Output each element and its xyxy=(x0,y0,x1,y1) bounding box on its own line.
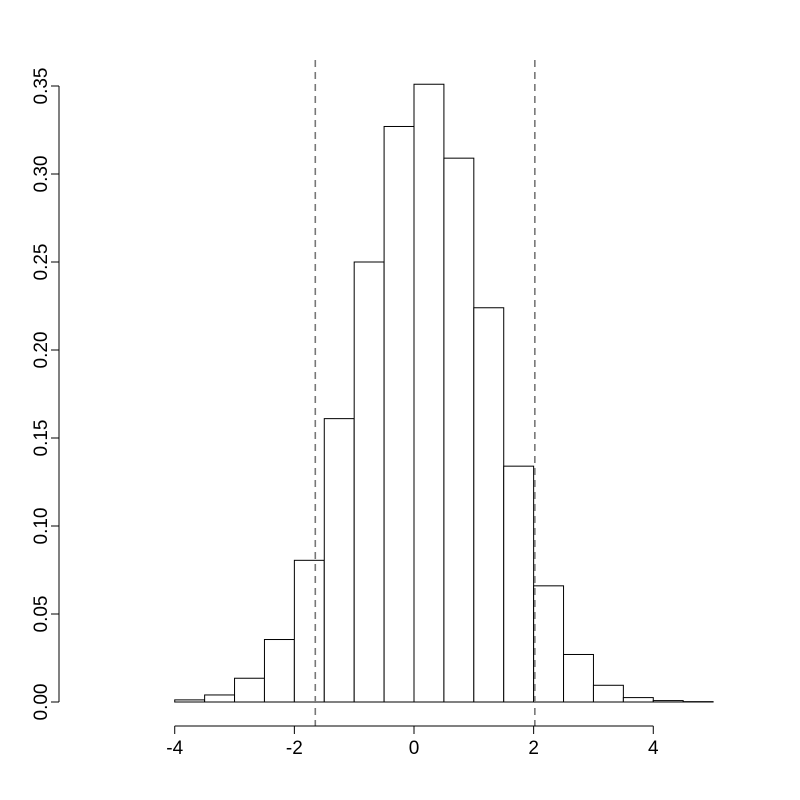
y-tick-label: 0.20 xyxy=(31,332,52,369)
x-tick-label: -2 xyxy=(286,738,303,759)
reference-lines xyxy=(314,60,536,726)
histogram-bar xyxy=(293,559,325,703)
y-tick-label: 0.35 xyxy=(31,68,52,105)
y-tick-label: 0.30 xyxy=(31,156,52,193)
y-tick-label: 0.00 xyxy=(31,684,52,721)
histogram-bar xyxy=(473,307,505,703)
x-tick-label: 4 xyxy=(648,738,659,759)
histogram-bar xyxy=(204,694,236,703)
x-tick-label: 2 xyxy=(528,738,539,759)
histogram-bar xyxy=(323,418,355,703)
histogram-bars xyxy=(174,83,714,703)
y-tick-label: 0.25 xyxy=(31,244,52,281)
x-tick-label: 0 xyxy=(409,738,420,759)
histogram-bar xyxy=(234,677,265,703)
histogram-bar xyxy=(413,83,445,703)
histogram-bar xyxy=(533,585,565,703)
y-tick-label: 0.15 xyxy=(31,420,52,457)
y-tick-label: 0.10 xyxy=(31,508,52,545)
histogram-bar xyxy=(383,125,415,703)
histogram-bar xyxy=(263,639,295,703)
histogram-bar xyxy=(353,261,385,703)
histogram-bar xyxy=(652,700,684,703)
histogram-bar xyxy=(503,465,535,703)
x-tick-label: -4 xyxy=(166,738,183,759)
y-axis: 0.00 0.05 0.10 0.15 0.20 0.25 0.30 0.35 xyxy=(31,68,60,721)
histogram-bar xyxy=(622,697,654,703)
histogram-bar xyxy=(443,157,475,703)
x-axis: -4 -2 0 2 4 xyxy=(166,725,659,759)
histogram-bar xyxy=(563,653,594,703)
histogram-bar xyxy=(592,684,624,703)
y-tick-label: 0.05 xyxy=(31,596,52,633)
histogram-bar xyxy=(174,699,206,703)
